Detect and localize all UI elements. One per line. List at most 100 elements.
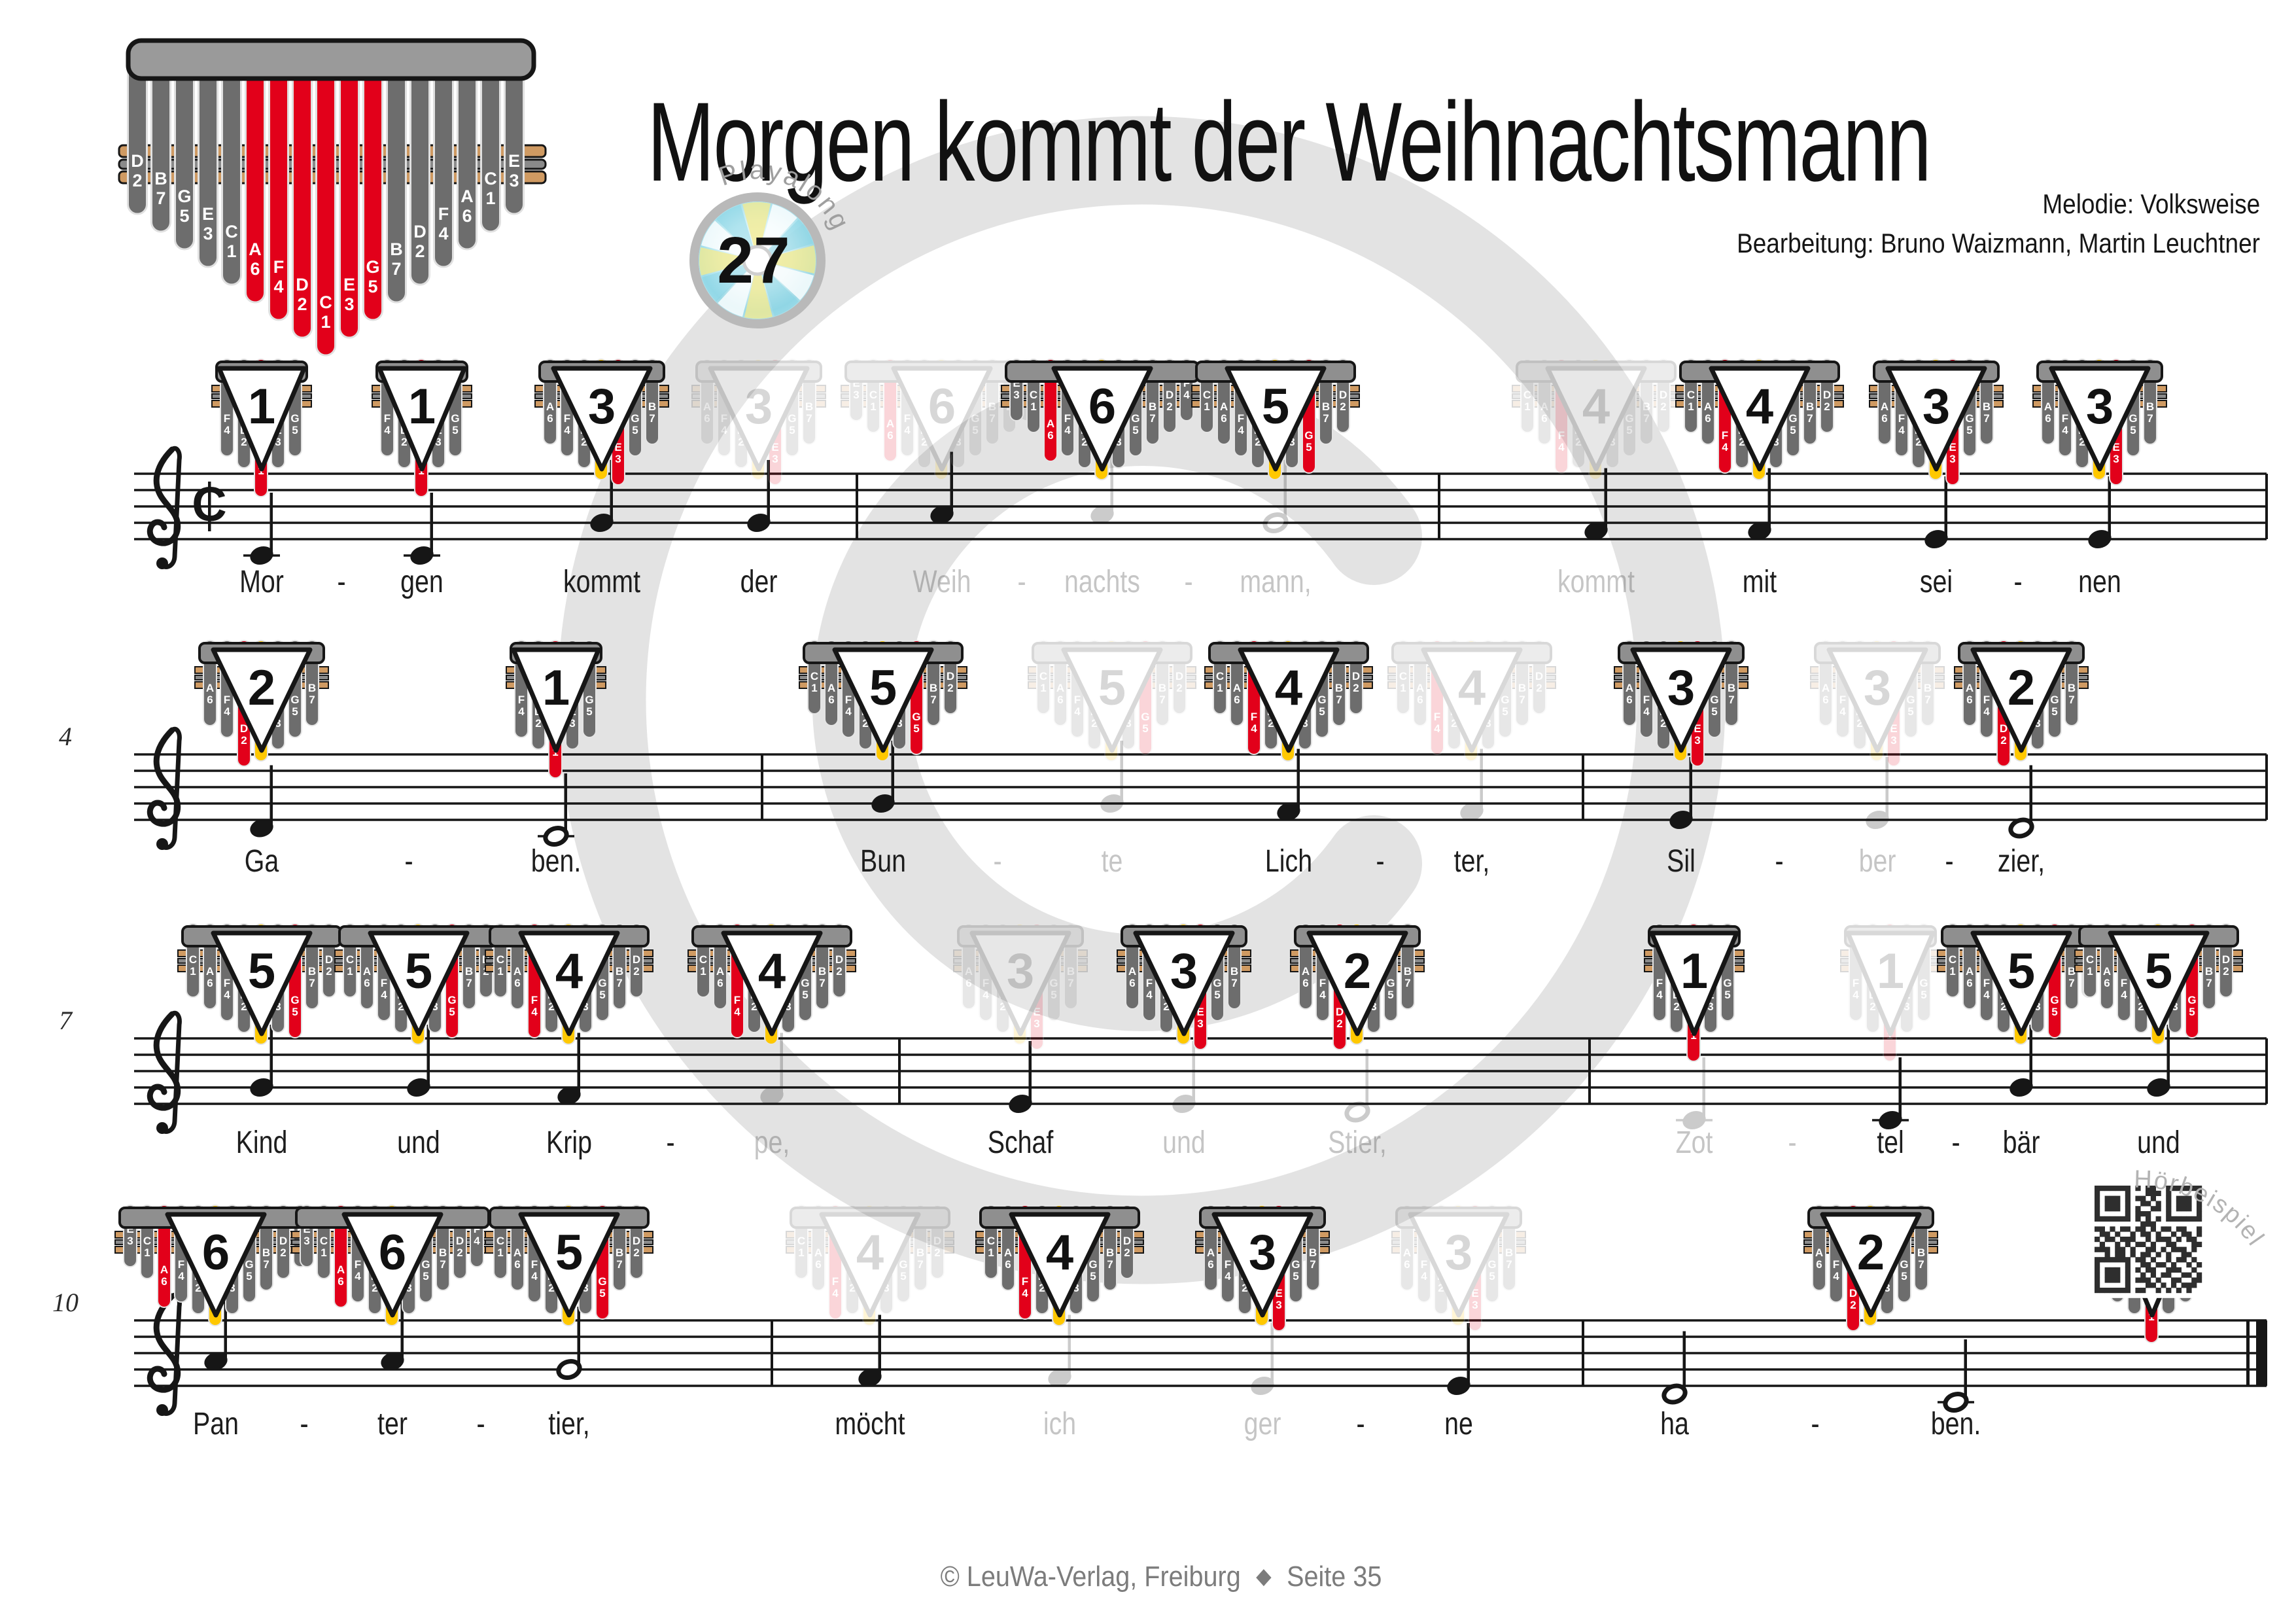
- svg-text:3: 3: [1884, 1282, 1890, 1294]
- kalimba-fingering-diagram: A6F4D2C1E3G5B73: [1614, 640, 1748, 767]
- svg-text:5: 5: [2182, 1270, 2188, 1282]
- lyric-syllable: mann,: [1240, 564, 1311, 599]
- svg-text:6: 6: [250, 259, 260, 279]
- svg-text:7: 7: [1159, 694, 1165, 706]
- diagram-number: 5: [1262, 379, 1289, 434]
- svg-text:5: 5: [292, 1006, 298, 1018]
- lyric-syllable: der: [740, 564, 778, 599]
- svg-text:C: C: [1687, 389, 1695, 401]
- svg-text:2: 2: [401, 436, 407, 448]
- diagram-number: 4: [1275, 660, 1302, 716]
- diagram-number: 1: [1680, 944, 1708, 999]
- svg-text:4: 4: [438, 224, 448, 243]
- svg-text:5: 5: [1724, 989, 1730, 1001]
- svg-text:3: 3: [1013, 389, 1019, 401]
- barline: [1438, 474, 1440, 539]
- svg-text:6: 6: [547, 412, 553, 425]
- svg-text:G: G: [290, 412, 299, 425]
- svg-text:4: 4: [1074, 705, 1081, 718]
- svg-text:2: 2: [535, 717, 541, 730]
- svg-text:G: G: [1141, 711, 1149, 723]
- svg-text:A: A: [363, 965, 371, 978]
- note-D4: [2008, 765, 2034, 839]
- svg-text:A: A: [1047, 417, 1054, 430]
- svg-text:6: 6: [1966, 694, 1972, 706]
- kalimba-fingering-diagram: A6F4D2C1E3G5B73: [691, 359, 826, 485]
- svg-text:F: F: [1722, 429, 1728, 442]
- svg-text:2: 2: [241, 436, 247, 448]
- svg-text:F: F: [983, 977, 989, 989]
- svg-text:F: F: [1074, 694, 1081, 706]
- svg-text:4: 4: [1251, 722, 1257, 735]
- svg-text:4: 4: [1558, 441, 1565, 453]
- svg-text:3: 3: [275, 436, 281, 448]
- svg-text:B: B: [916, 1246, 924, 1259]
- kalimba-fingering-diagram: A6F4D2C1E3G5B73: [1810, 640, 1945, 767]
- svg-text:A: A: [1704, 400, 1712, 413]
- svg-text:6: 6: [1417, 694, 1423, 706]
- svg-text:6: 6: [514, 977, 520, 989]
- svg-text:B: B: [154, 169, 167, 188]
- svg-text:2: 2: [2079, 436, 2085, 448]
- svg-text:2: 2: [2000, 1000, 2006, 1013]
- svg-text:5: 5: [1901, 1270, 1907, 1282]
- svg-text:G: G: [177, 186, 191, 206]
- svg-text:4: 4: [474, 1235, 480, 1247]
- note-G4: [556, 1307, 582, 1380]
- lyric-syllable: -: [2013, 564, 2022, 599]
- svg-text:7: 7: [1643, 412, 1649, 425]
- svg-text:5: 5: [179, 206, 189, 226]
- svg-text:4: 4: [904, 424, 911, 436]
- lyric-syllable: -: [404, 843, 413, 879]
- svg-text:A: A: [1302, 965, 1310, 978]
- svg-text:1: 1: [1217, 682, 1223, 694]
- kalimba-fingering-diagram: E3C1A6F4D2C1E3G5B7D2F46: [291, 1205, 494, 1326]
- svg-text:G: G: [1049, 977, 1058, 989]
- svg-text:4: 4: [178, 1270, 184, 1282]
- svg-text:D: D: [1166, 389, 1174, 401]
- svg-text:4: 4: [1434, 722, 1440, 735]
- svg-text:2: 2: [934, 1246, 940, 1259]
- svg-text:3: 3: [1949, 453, 1955, 465]
- svg-text:C: C: [1030, 389, 1037, 401]
- svg-text:G: G: [290, 694, 299, 706]
- svg-text:E: E: [202, 204, 214, 224]
- svg-text:4: 4: [1898, 424, 1905, 436]
- svg-text:2: 2: [280, 1246, 286, 1259]
- svg-text:7: 7: [930, 694, 936, 706]
- svg-text:D: D: [279, 1235, 287, 1247]
- svg-text:2: 2: [1124, 1246, 1130, 1259]
- diagram-number: 3: [1170, 944, 1198, 999]
- svg-text:B: B: [2205, 965, 2213, 978]
- svg-text:4: 4: [1656, 989, 1663, 1001]
- svg-text:7: 7: [616, 977, 622, 989]
- svg-text:7: 7: [917, 1258, 923, 1271]
- kalimba-fingering-diagram: C1A6F4D2C1E3G5B7D24: [1387, 640, 1556, 762]
- svg-text:B: B: [1335, 682, 1343, 694]
- svg-text:F: F: [1839, 694, 1846, 706]
- svg-text:5: 5: [1142, 722, 1148, 735]
- svg-text:3: 3: [275, 717, 281, 730]
- kalimba-fingering-diagram: A6F4D2C1E3G5B73: [534, 359, 669, 485]
- svg-text:A: A: [827, 682, 835, 694]
- svg-text:5: 5: [1387, 989, 1393, 1001]
- diagram-number: 5: [405, 944, 432, 999]
- svg-text:4: 4: [1983, 705, 1990, 718]
- diagram-number: 1: [2138, 1225, 2166, 1280]
- lyric-syllable: Sil: [1667, 843, 1696, 879]
- svg-text:G: G: [290, 994, 299, 1006]
- svg-text:A: A: [513, 1246, 521, 1259]
- svg-text:3: 3: [435, 436, 441, 448]
- svg-text:D: D: [325, 953, 333, 966]
- lyric-syllable: ha: [1660, 1406, 1689, 1441]
- svg-text:4: 4: [2121, 989, 2127, 1001]
- svg-text:C: C: [1216, 670, 1224, 682]
- svg-text:G: G: [801, 977, 809, 989]
- svg-text:5: 5: [1132, 424, 1138, 436]
- svg-text:G: G: [788, 412, 796, 425]
- svg-text:5: 5: [1319, 705, 1325, 718]
- svg-text:F: F: [734, 994, 740, 1006]
- kalimba-fingering-diagram: F4D2C1E3G51: [372, 359, 472, 497]
- svg-text:C: C: [189, 953, 197, 966]
